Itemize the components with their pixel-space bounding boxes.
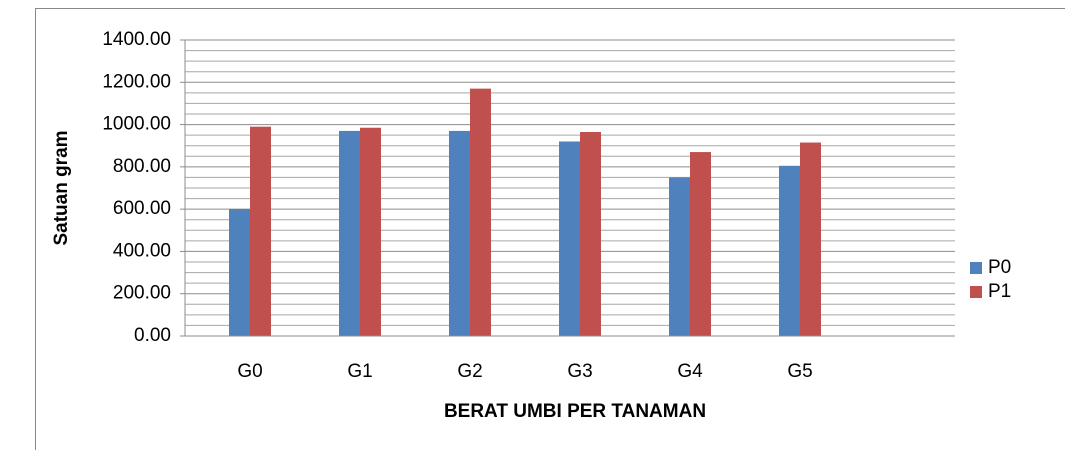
bar [339,131,360,336]
legend-label: P0 [988,257,1011,278]
x-tick-label: G3 [567,361,592,382]
y-tick-label: 400.00 [113,240,171,261]
y-axis-title: Satuan gram [51,130,72,245]
x-tick-label: G0 [237,361,262,382]
bar [559,141,580,336]
chart-border [36,9,1065,451]
y-tick-label: 1000.00 [102,114,171,135]
bar [690,152,711,336]
bar [669,177,690,336]
y-tick-label: 600.00 [113,198,171,219]
bar [229,209,250,336]
x-tick-label: G1 [347,361,372,382]
bar [360,128,381,336]
x-tick-label: G2 [457,361,482,382]
y-tick-label: 1400.00 [102,29,171,50]
y-tick-label: 0.00 [134,325,171,346]
y-tick-label: 200.00 [113,283,171,304]
x-tick-label: G5 [787,361,812,382]
x-tick-label: G4 [677,361,703,382]
bar [580,132,601,336]
bar [250,127,271,336]
legend-swatch [970,262,982,274]
legend-swatch [970,286,982,298]
y-tick-label: 1200.00 [102,71,171,92]
x-axis-title: BERAT UMBI PER TANAMAN [444,401,706,422]
y-tick-label: 800.00 [113,156,171,177]
bar [800,143,821,336]
legend-label: P1 [988,281,1011,302]
bar [449,131,470,336]
bar [779,166,800,336]
bar [470,89,491,336]
